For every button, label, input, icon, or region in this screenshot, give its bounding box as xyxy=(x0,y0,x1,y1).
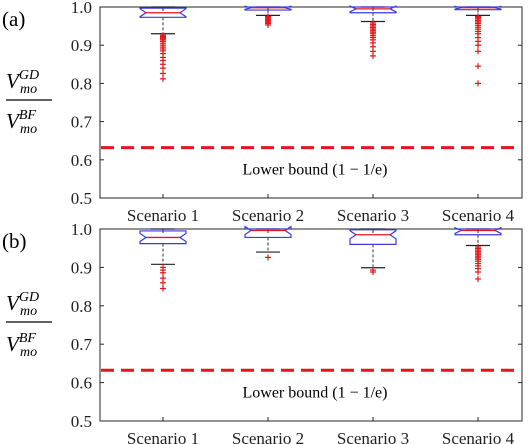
y-tick-label: 0.9 xyxy=(71,258,92,277)
outlier-marker xyxy=(475,48,481,55)
plot-frame xyxy=(99,228,523,422)
lower-bound-label: Lower bound (1 − 1/e) xyxy=(243,384,388,401)
y-tick-label: 0.8 xyxy=(71,297,92,316)
outlier-marker xyxy=(475,63,481,70)
box-2 xyxy=(244,225,292,261)
y-axis-label-numerator: VGD mo xyxy=(6,290,39,319)
panel-label: (a) xyxy=(2,7,25,31)
outlier-marker xyxy=(160,269,166,276)
x-tick-label: Scenario 4 xyxy=(442,206,515,225)
x-tick-label: Scenario 2 xyxy=(232,429,304,444)
outlier-marker xyxy=(370,52,376,59)
y-axis-label-denominator: VBF mo xyxy=(6,108,37,137)
y-axis-label-numerator: VGD mo xyxy=(6,68,39,97)
y-label-num-base: V xyxy=(6,291,21,315)
y-label-den-base: V xyxy=(6,332,21,356)
y-label-den-base: V xyxy=(6,109,21,133)
box-1 xyxy=(139,6,187,82)
box-body xyxy=(349,5,397,14)
outlier-marker xyxy=(475,80,481,87)
box-body xyxy=(244,225,292,239)
outlier-marker xyxy=(265,254,271,261)
outlier-marker xyxy=(160,285,166,292)
y-tick-label: 0.6 xyxy=(71,374,92,393)
y-label-den-sub: mo xyxy=(20,345,37,360)
outlier-marker xyxy=(160,65,166,72)
outlier-marker xyxy=(160,279,166,286)
plot-frame xyxy=(99,6,523,199)
y-label-num-sub: mo xyxy=(20,82,37,97)
y-label-num-sub: mo xyxy=(20,304,37,319)
box-3 xyxy=(349,228,397,276)
y-axis-label-denominator: VBF mo xyxy=(6,331,37,360)
outlier-marker xyxy=(475,42,481,49)
y-label-num-base: V xyxy=(6,69,21,93)
x-tick-label: Scenario 3 xyxy=(337,206,409,225)
outlier-marker xyxy=(160,75,166,82)
outlier-marker xyxy=(475,275,481,282)
outlier-marker xyxy=(475,269,481,276)
y-tick-label: 0.5 xyxy=(71,412,92,431)
outlier-marker xyxy=(265,21,271,28)
x-tick-label: Scenario 1 xyxy=(127,206,199,225)
y-tick-label: 0.5 xyxy=(71,189,92,208)
x-tick-label: Scenario 3 xyxy=(337,429,409,444)
y-tick-label: 0.7 xyxy=(71,113,93,132)
y-label-den-sup: BF xyxy=(19,331,37,346)
y-tick-label: 0.6 xyxy=(71,151,92,170)
panel-b: 0.5 0.6 0.7 0.8 0.9 1.0 Scenario 1 Scenario 2 Sc… xyxy=(2,220,523,444)
x-tick-label: Scenario 2 xyxy=(232,206,304,225)
panel-label: (b) xyxy=(2,229,27,253)
box-1 xyxy=(139,228,187,292)
x-tick-label: Scenario 4 xyxy=(442,429,515,444)
box-body xyxy=(454,5,502,11)
y-tick-label: 0.8 xyxy=(71,74,92,93)
y-label-num-sup: GD xyxy=(19,290,39,305)
y-label-den-sup: BF xyxy=(19,108,37,123)
box-body xyxy=(139,230,187,245)
box-4 xyxy=(454,5,502,87)
box-4 xyxy=(454,226,502,282)
box-body xyxy=(244,5,292,11)
y-tick-label: 1.0 xyxy=(71,0,92,17)
lower-bound-label: Lower bound (1 − 1/e) xyxy=(243,162,388,179)
y-tick-label: 0.9 xyxy=(71,36,92,55)
y-tick-label: 0.7 xyxy=(71,335,93,354)
box-3 xyxy=(349,5,397,59)
box-body xyxy=(454,226,502,236)
y-label-den-sub: mo xyxy=(20,122,37,137)
box-2 xyxy=(244,5,292,28)
x-tick-label: Scenario 1 xyxy=(127,429,199,444)
panel-a: 0.5 0.6 0.7 0.8 0.9 1.0 Scenario 1 Scenario 2 Sc… xyxy=(2,0,523,225)
outlier-marker xyxy=(370,269,376,276)
y-tick-label: 1.0 xyxy=(71,220,92,239)
outlier-marker xyxy=(160,70,166,77)
box-body xyxy=(349,229,397,245)
box-body xyxy=(139,7,187,18)
y-label-num-sup: GD xyxy=(19,68,39,83)
